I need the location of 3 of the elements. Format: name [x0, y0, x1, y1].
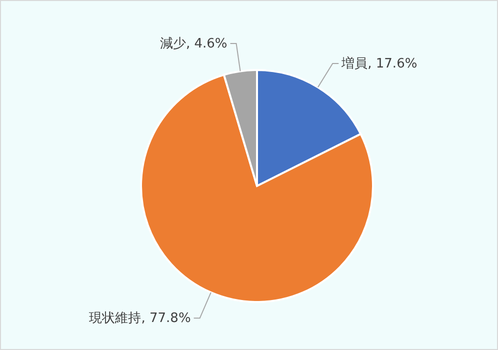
slice-label: 増員, 17.6% — [340, 55, 418, 72]
slice-label: 現状維持, 77.8% — [89, 311, 191, 326]
slice-label: 減少, 4.6% — [160, 36, 228, 52]
